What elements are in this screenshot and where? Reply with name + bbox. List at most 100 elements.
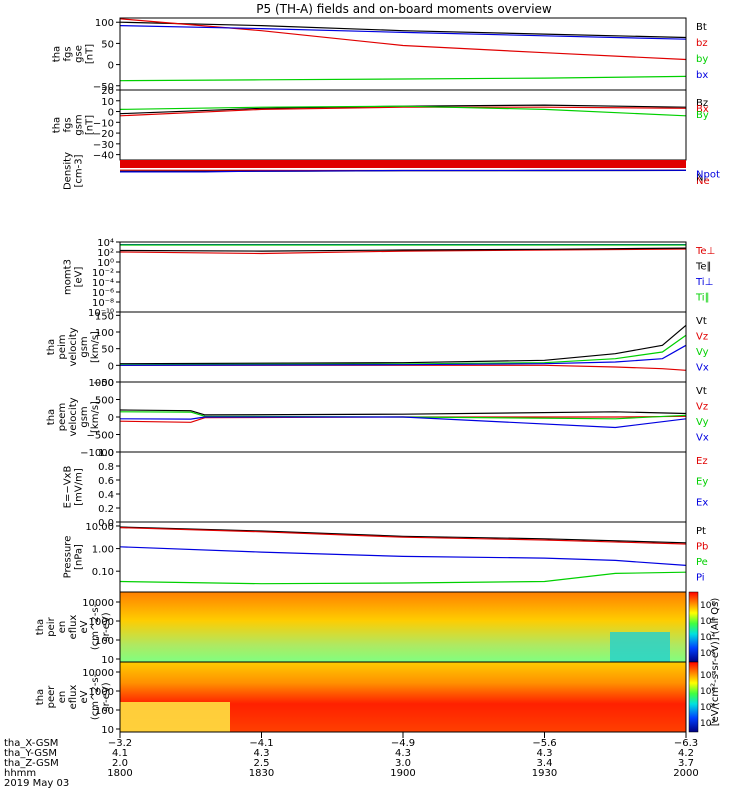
legend-label: By <box>696 110 709 121</box>
x-axis-row-label: tha_Y-GSM <box>4 748 57 759</box>
y-tick-label: 10 <box>101 725 114 736</box>
y-tick-label: 0 <box>108 413 114 424</box>
x-tick-label: 4.3 <box>395 748 411 759</box>
series-line-red <box>119 18 687 61</box>
y-axis-label: gsm <box>74 114 85 135</box>
x-axis-table: tha_X-GSM −3.2 −4.1 −4.9 −5.6 −6.3 tha_Y-GSM 4.… <box>4 732 699 779</box>
colorbar-tick-label: 10⁶ <box>700 617 715 627</box>
panel-frame <box>119 451 687 523</box>
colorbar-peir <box>688 591 699 663</box>
series-line-blue <box>119 416 687 429</box>
y-axis-label: fgs <box>63 46 74 61</box>
y-axis-label: [km/s] <box>90 401 101 433</box>
y-axis-label: gse <box>74 45 85 63</box>
y-tick-label: 10⁻² <box>92 268 114 279</box>
x-tick-label: 3.4 <box>537 758 553 769</box>
panel-pressure: 10.00 1.00 0.10 Pressure [nPa] Pt Pb Pe Pi <box>63 521 708 593</box>
x-tick-label: −3.2 <box>108 738 132 749</box>
colorbar-tick-label: 10² <box>700 649 715 659</box>
y-tick-label: 50 <box>101 39 114 50</box>
y-tick-label: 100 <box>95 636 114 647</box>
y-axis-label: tha <box>35 689 46 705</box>
x-tick-label: −5.6 <box>532 738 556 749</box>
x-tick-label: 2000 <box>673 768 698 779</box>
colorbar-tick-label: 10⁴ <box>700 703 715 713</box>
legend-label: Bx <box>696 104 709 115</box>
y-axis-label: tha <box>52 46 63 62</box>
x-tick-label: 3.0 <box>395 758 411 769</box>
legend-label: Ti⊥ <box>695 277 713 288</box>
y-axis-label: en <box>57 621 68 634</box>
series-line-red <box>119 106 687 117</box>
x-tick-label: 4.3 <box>537 748 553 759</box>
y-axis-label: tha <box>46 339 57 355</box>
y-axis-label: (cm^2-s- <box>90 673 101 720</box>
y-tick-label: 0 <box>108 361 114 372</box>
y-axis-label: tha <box>35 619 46 635</box>
flag-bar <box>120 160 686 168</box>
panel-frame <box>119 311 687 383</box>
x-tick-label: −6.3 <box>674 738 698 749</box>
y-axis-label: [nT] <box>85 115 96 135</box>
y-axis-label: [cm-3] <box>74 154 85 187</box>
y-tick-label: 1.0 <box>98 448 114 459</box>
series-line-red <box>119 248 687 255</box>
spectrogram-lowflux-region <box>610 632 670 662</box>
y-axis-label: eflux <box>68 685 79 710</box>
legend-label: Vx <box>696 363 709 374</box>
date-label: 2019 May 03 <box>4 778 69 789</box>
x-tick-label: 1900 <box>390 768 415 779</box>
panel-frame <box>119 89 687 161</box>
y-tick-label: 0.6 <box>98 476 114 487</box>
legend-label: Bz <box>696 98 708 109</box>
legend-label: Vz <box>696 402 708 413</box>
panel-efield: 1.0 0.8 0.6 0.4 0.2 0.0 E=−VxB [mV/m] Ez Ey Ex <box>63 448 709 529</box>
y-axis-label: Density <box>63 152 74 190</box>
y-tick-label: 0.8 <box>98 462 114 473</box>
figure-title: P5 (TH-A) fields and on-board moments ov… <box>256 2 552 16</box>
y-tick-label: 0.0 <box>98 518 114 529</box>
y-tick-label: −500 <box>87 431 114 442</box>
y-tick-label: 1.00 <box>92 545 114 556</box>
colorbar-tick-label: 10⁴ <box>700 633 715 643</box>
series-line-blue <box>119 546 687 566</box>
series-line-black <box>119 409 687 416</box>
y-tick-label: 10⁻⁴ <box>92 278 114 289</box>
y-axis-label: peim <box>57 334 68 359</box>
colorbar-tick-label: 10⁸ <box>700 671 715 681</box>
y-tick-label: 10⁻⁶ <box>92 288 114 299</box>
legend-label: bz <box>696 38 708 49</box>
y-axis-label: fgs <box>63 117 74 132</box>
legend-label: Vt <box>696 316 707 327</box>
legend-label: Pe <box>696 557 708 568</box>
x-tick-label: 4.2 <box>678 748 694 759</box>
y-tick-label: 10⁻¹⁰ <box>88 308 114 319</box>
panel-peer_spectrogram: 10000 1000 100 10 10⁸ 10⁶ 10⁴ 10² tha peer en eflux… <box>35 661 715 736</box>
y-tick-label: 0 <box>108 61 114 72</box>
y-tick-label: 1000 <box>89 378 114 389</box>
colorbar-tick-label: 10² <box>700 719 715 729</box>
y-axis-label: [nT] <box>85 44 96 64</box>
legend-label: Ey <box>696 477 708 488</box>
y-tick-label: 10 <box>101 655 114 666</box>
legend-label: Ti∥ <box>695 293 710 304</box>
y-tick-label: 20 <box>101 86 114 97</box>
y-axis-label: momt3 <box>63 259 74 295</box>
series-line-green <box>119 105 687 117</box>
legend-label: Pi <box>696 573 705 584</box>
y-tick-label: 1000 <box>89 617 114 628</box>
x-tick-label: 1800 <box>107 768 132 779</box>
y-tick-label: 500 <box>95 396 114 407</box>
legend-label: Vt <box>696 386 707 397</box>
panel-frame <box>119 521 687 593</box>
colorbar-tick-label: 10⁸ <box>700 601 715 611</box>
legend-label: bx <box>696 70 708 81</box>
y-axis-label: sr-eV) <box>101 612 112 641</box>
legend-label: Bt <box>696 22 707 33</box>
y-tick-label: 10⁴ <box>97 238 114 249</box>
x-tick-label: 1830 <box>249 768 274 779</box>
